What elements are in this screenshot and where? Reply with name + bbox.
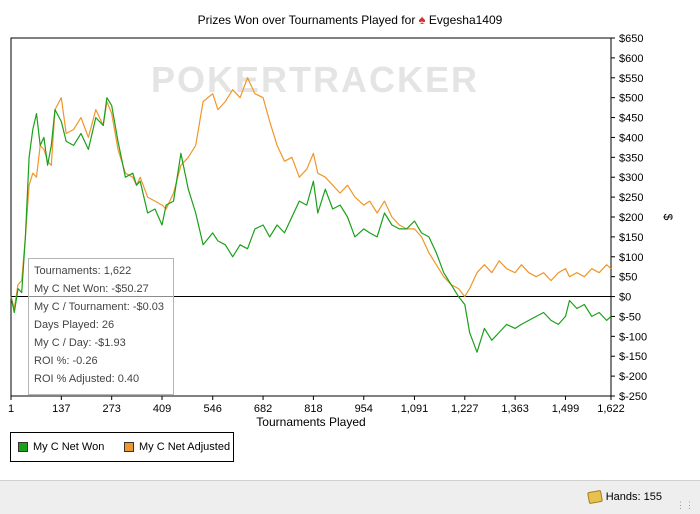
stats-box: Tournaments: 1,622 My C Net Won: -$50.27… — [28, 258, 174, 395]
series-line-my-c-net-won — [10, 97, 612, 353]
x-tick-label: 1,622 — [597, 403, 625, 415]
spade-icon: ♠ — [418, 12, 426, 27]
y-tick-label: $550 — [619, 73, 643, 85]
x-tick-label: 546 — [204, 403, 222, 415]
y-tick-label: $250 — [619, 192, 643, 204]
x-tick-label: 1,499 — [552, 403, 580, 415]
y-tick-label: $150 — [619, 232, 643, 244]
stat-roi-adjusted: ROI % Adjusted: 0.40 — [34, 373, 140, 385]
y-tick-label: $-100 — [619, 331, 647, 343]
chart-title: Prizes Won over Tournaments Played for ♠… — [0, 12, 700, 27]
legend-label-net-won: My C Net Won — [33, 441, 105, 453]
legend: My C Net Won My C Net Adjusted — [10, 432, 234, 462]
y-axis-label: $ — [661, 214, 675, 221]
x-tick-label: 818 — [304, 403, 322, 415]
cards-icon — [586, 489, 603, 505]
y-tick-label: $50 — [619, 272, 637, 284]
legend-swatch-net-won — [18, 442, 28, 452]
x-axis: 1 137 273 409 546 682 818 954 1,091 1,227 1,363 1,4… — [8, 396, 625, 415]
watermark: POKERTRACKER — [151, 59, 479, 100]
series-layer — [10, 77, 612, 353]
series-line-my-c-net-adjusted — [10, 77, 612, 310]
legend-item-net-adjusted[interactable]: My C Net Adjusted — [124, 441, 230, 453]
y-tick-label: $350 — [619, 152, 643, 164]
stat-net-won: My C Net Won: -$50.27 — [34, 283, 149, 295]
y-tick-label: $450 — [619, 113, 643, 125]
legend-label-net-adjusted: My C Net Adjusted — [139, 441, 231, 453]
x-tick-label: 1,227 — [451, 403, 479, 415]
stat-tournaments: Tournaments: 1,622 — [34, 265, 132, 277]
status-bar: Hands: 155 ⋮⋮ — [0, 480, 700, 514]
resize-grip-icon[interactable]: ⋮⋮ — [676, 500, 694, 510]
plot-area: POKERTRACKER 1 137 273 409 546 682 818 954 1,091… — [8, 33, 675, 429]
hands-indicator: Hands: 155 — [586, 489, 662, 505]
x-tick-label: 1,363 — [501, 403, 529, 415]
x-tick-label: 409 — [153, 403, 171, 415]
legend-item-net-won[interactable]: My C Net Won — [18, 441, 104, 453]
x-tick-label: 954 — [355, 403, 373, 415]
y-tick-label: $650 — [619, 33, 643, 45]
stat-per-tournament: My C / Tournament: -$0.03 — [34, 301, 165, 313]
legend-swatch-net-adjusted — [124, 442, 134, 452]
y-tick-label: $400 — [619, 132, 643, 144]
x-tick-label: 1 — [8, 403, 14, 415]
x-tick-label: 273 — [102, 403, 120, 415]
x-axis-label: Tournaments Played — [256, 415, 365, 429]
x-tick-label: 137 — [52, 403, 70, 415]
stat-roi: ROI %: -0.26 — [34, 355, 98, 367]
stat-per-day: My C / Day: -$1.93 — [34, 337, 126, 349]
y-tick-label: $200 — [619, 212, 643, 224]
chart-panel: Prizes Won over Tournaments Played for ♠… — [0, 0, 700, 480]
x-tick-label: 1,091 — [401, 403, 429, 415]
y-tick-label: $-50 — [619, 311, 641, 323]
y-tick-label: $100 — [619, 252, 643, 264]
y-tick-label: $0 — [619, 292, 631, 304]
stat-days-played: Days Played: 26 — [34, 319, 115, 331]
player-name: Evgesha1409 — [428, 13, 503, 27]
y-tick-label: $600 — [619, 53, 643, 65]
y-axis: $650 $600 $550 $500 $450 $400 $350 $300 $250 $200… — [611, 33, 647, 403]
y-tick-label: $300 — [619, 172, 643, 184]
y-tick-label: $-200 — [619, 371, 647, 383]
y-tick-label: $500 — [619, 93, 643, 105]
y-tick-label: $-150 — [619, 351, 647, 363]
y-tick-label: $-250 — [619, 391, 647, 403]
hands-count: Hands: 155 — [605, 491, 662, 503]
chart-title-text: Prizes Won over Tournaments Played for — [197, 13, 416, 27]
x-tick-label: 682 — [254, 403, 272, 415]
